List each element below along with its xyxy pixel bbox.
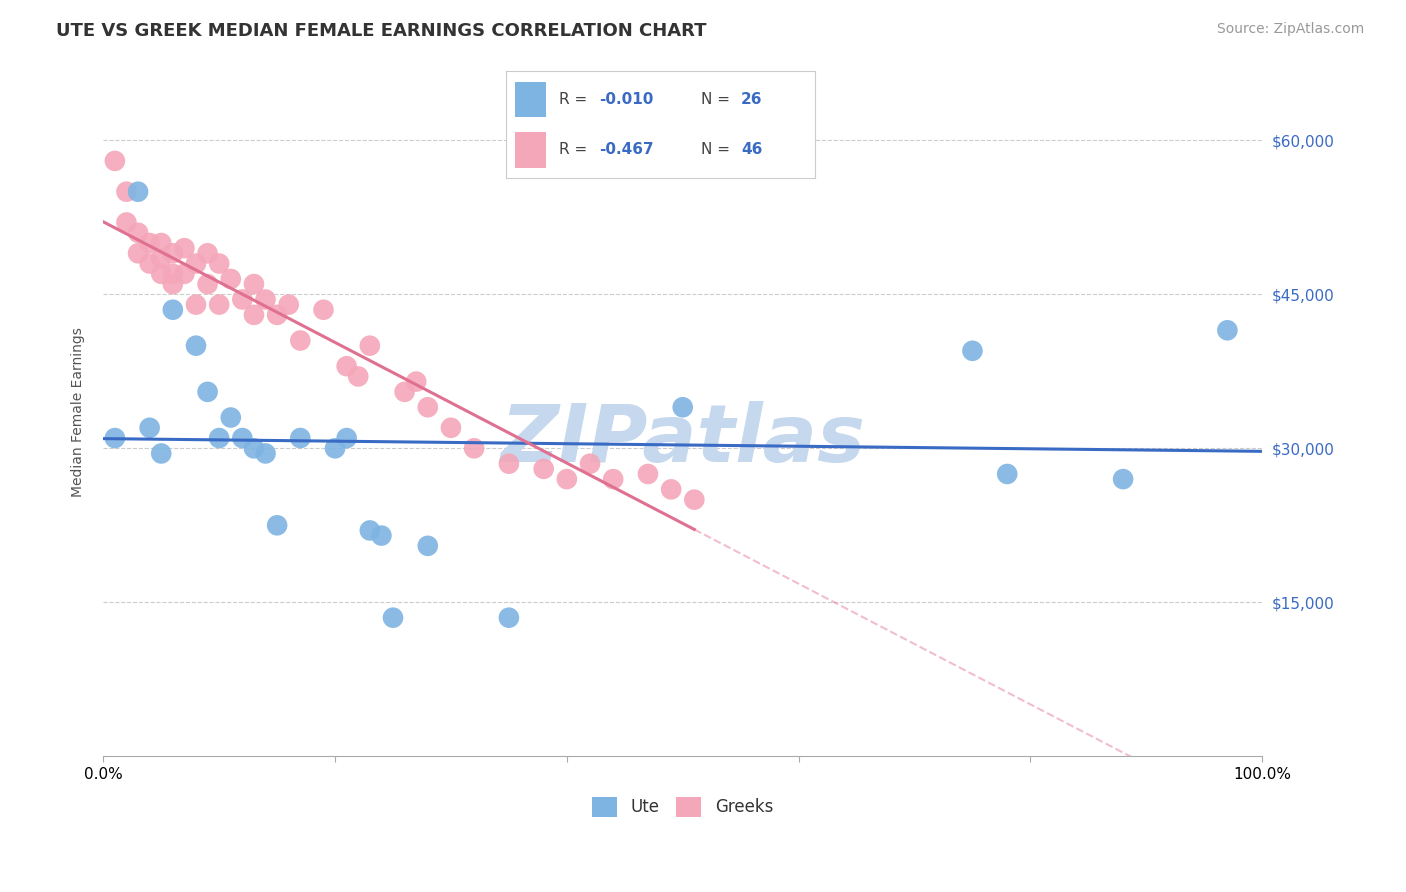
Point (405, 375, 427, 389)
Point (243, 442, 266, 456)
Point (127, 185, 149, 199)
Point (962, 343, 984, 358)
Point (184, 256, 207, 270)
Point (659, 483, 682, 497)
Point (995, 467, 1018, 481)
Point (683, 492, 706, 507)
Point (336, 431, 359, 445)
Point (254, 293, 277, 307)
Point (370, 528, 392, 542)
Text: -0.467: -0.467 (599, 142, 654, 157)
Point (127, 226, 149, 240)
Point (463, 442, 485, 456)
Point (173, 241, 195, 255)
Point (243, 277, 266, 291)
Point (104, 153, 127, 168)
Point (197, 246, 219, 260)
Point (440, 421, 463, 435)
Point (1112, 472, 1135, 486)
Text: 26: 26 (741, 92, 762, 107)
Point (555, 472, 578, 486)
Point (231, 293, 253, 307)
Point (150, 252, 173, 266)
Point (533, 462, 555, 476)
Point (197, 277, 219, 291)
Point (312, 302, 335, 317)
Point (382, 610, 405, 624)
Point (208, 431, 231, 445)
Point (219, 410, 242, 425)
Point (208, 297, 231, 311)
Point (162, 246, 184, 260)
Point (254, 446, 277, 460)
Point (416, 401, 439, 415)
Point (184, 297, 207, 311)
Point (231, 431, 253, 445)
Point (602, 472, 624, 486)
Point (359, 339, 381, 353)
Point (208, 256, 231, 270)
Point (115, 215, 138, 229)
Point (290, 431, 312, 445)
Point (173, 267, 195, 281)
Point (347, 369, 370, 384)
Point (359, 524, 381, 538)
Text: Source: ZipAtlas.com: Source: ZipAtlas.com (1216, 22, 1364, 37)
FancyBboxPatch shape (516, 82, 547, 118)
Point (162, 267, 184, 281)
Text: R =: R = (558, 92, 592, 107)
Point (150, 235, 173, 250)
Point (1216, 323, 1239, 337)
Legend: Ute, Greeks: Ute, Greeks (586, 790, 780, 823)
Text: UTE VS GREEK MEDIAN FEMALE EARNINGS CORRELATION CHART: UTE VS GREEK MEDIAN FEMALE EARNINGS CORR… (56, 22, 707, 40)
Point (290, 334, 312, 348)
Point (277, 297, 299, 311)
Point (138, 256, 160, 270)
Point (266, 308, 288, 322)
Text: R =: R = (558, 142, 592, 157)
Point (115, 185, 138, 199)
Text: N =: N = (702, 92, 735, 107)
Point (243, 308, 266, 322)
Point (150, 267, 173, 281)
Point (579, 457, 602, 471)
Point (197, 384, 219, 399)
Point (127, 246, 149, 260)
Point (672, 401, 695, 415)
Point (416, 539, 439, 553)
Point (266, 518, 288, 533)
Point (150, 446, 173, 460)
Point (323, 442, 346, 456)
Point (498, 610, 520, 624)
FancyBboxPatch shape (516, 132, 547, 168)
Text: N =: N = (702, 142, 735, 157)
Text: -0.010: -0.010 (599, 92, 654, 107)
Text: ZIPatlas: ZIPatlas (501, 401, 865, 479)
Point (498, 457, 520, 471)
Point (394, 384, 416, 399)
Point (138, 421, 160, 435)
Y-axis label: Median Female Earnings: Median Female Earnings (72, 327, 86, 498)
Point (162, 277, 184, 291)
Point (104, 431, 127, 445)
Point (162, 302, 184, 317)
Point (219, 272, 242, 286)
Point (336, 359, 359, 374)
Text: 46: 46 (741, 142, 762, 157)
Point (138, 235, 160, 250)
Point (184, 339, 207, 353)
Point (637, 467, 659, 481)
